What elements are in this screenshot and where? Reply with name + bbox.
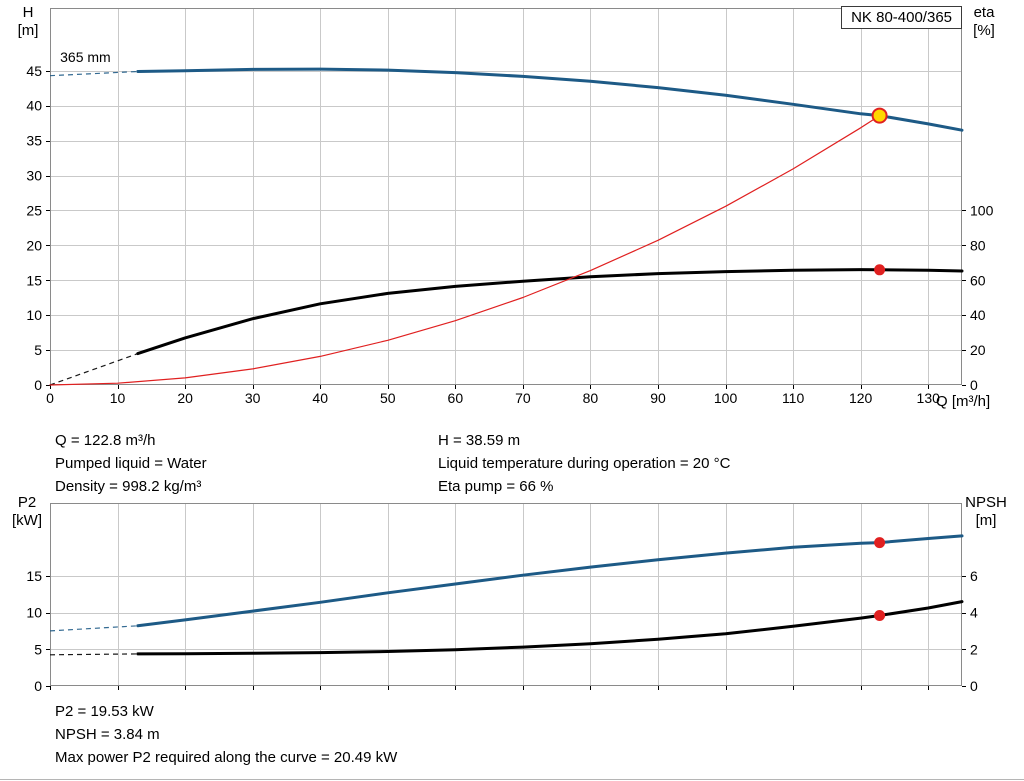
svg-text:0: 0 — [34, 377, 42, 393]
svg-text:30: 30 — [26, 168, 42, 184]
svg-text:30: 30 — [245, 390, 261, 406]
h-axis-title: H [m] — [10, 4, 46, 40]
bottom-divider — [0, 779, 1024, 780]
svg-text:20: 20 — [970, 342, 986, 358]
eta-point[interactable] — [874, 264, 886, 276]
svg-text:10: 10 — [26, 605, 42, 621]
svg-text:10: 10 — [26, 307, 42, 323]
eta-axis-label: eta — [973, 4, 995, 21]
gridlines — [50, 8, 962, 385]
qh-curve-lead — [49, 70, 138, 77]
eta-curve — [136, 268, 964, 356]
svg-text:5: 5 — [34, 641, 42, 657]
svg-text:110: 110 — [782, 390, 805, 406]
svg-text:20: 20 — [177, 390, 193, 406]
npsh-axis-unit: [m] — [975, 512, 997, 529]
info-liquid-temperature: Liquid temperature during operation = 20… — [438, 455, 731, 472]
npsh-axis-title: NPSH [m] — [960, 494, 1012, 530]
svg-text:45: 45 — [26, 63, 42, 79]
info-p2: P2 = 19.53 kW — [55, 703, 154, 720]
q-axis-label: Q [m³/h] — [936, 393, 991, 410]
svg-text:60: 60 — [970, 272, 986, 288]
pump-model-box: NK 80-400/365 — [841, 6, 962, 29]
p2-point[interactable] — [874, 537, 886, 549]
h-axis-label: H — [22, 4, 34, 21]
eta-curve-lead — [49, 353, 139, 386]
svg-text:4: 4 — [970, 605, 978, 621]
svg-text:5: 5 — [34, 342, 42, 358]
gridlines — [50, 503, 962, 686]
svg-text:2: 2 — [970, 641, 978, 657]
svg-text:15: 15 — [26, 568, 42, 584]
svg-text:70: 70 — [515, 390, 531, 406]
svg-text:120: 120 — [849, 390, 873, 406]
duty-point[interactable] — [871, 107, 888, 124]
info-flow: Q = 122.8 m³/h — [55, 432, 156, 449]
info-eta-pump: Eta pump = 66 % — [438, 478, 554, 495]
svg-text:10: 10 — [110, 390, 126, 406]
plot-border — [50, 8, 962, 385]
h-axis-unit: [m] — [17, 22, 39, 39]
power-info: P2 = 19.53 kW NPSH = 3.84 m Max power P2… — [55, 700, 397, 769]
axis-tick-labels: 0 5 10 15 0 2 4 6 — [26, 568, 978, 694]
qh-curve — [136, 67, 964, 132]
svg-text:0: 0 — [970, 377, 978, 393]
svg-text:90: 90 — [650, 390, 666, 406]
npsh-point[interactable] — [874, 610, 886, 622]
p2-curve-lead — [49, 625, 138, 632]
svg-text:15: 15 — [26, 272, 42, 288]
svg-text:50: 50 — [380, 390, 396, 406]
svg-text:130: 130 — [917, 390, 941, 406]
svg-text:20: 20 — [26, 237, 42, 253]
npsh-curve — [136, 600, 964, 656]
plot-border — [50, 503, 962, 686]
svg-text:80: 80 — [583, 390, 599, 406]
p2-curve — [136, 534, 964, 628]
npsh-axis-label: NPSH — [965, 494, 1007, 511]
tick-marks — [46, 576, 966, 690]
axis-tick-labels: 0 5 10 15 20 25 30 35 40 45 0 20 40 60 80 100 0 10 20 30 40 5… — [26, 63, 993, 406]
eta-axis-unit: [%] — [973, 22, 995, 39]
info-pumped-liquid: Pumped liquid = Water — [55, 455, 207, 472]
svg-text:40: 40 — [312, 390, 328, 406]
svg-text:60: 60 — [448, 390, 464, 406]
p2-axis-title: P2 [kW] — [6, 494, 48, 530]
tick-marks — [46, 71, 966, 389]
svg-text:0: 0 — [970, 678, 978, 694]
impeller-diameter-label: 365 mm — [60, 49, 111, 65]
svg-text:80: 80 — [970, 237, 986, 253]
operating-info-left: Q = 122.8 m³/h Pumped liquid = Water Den… — [55, 429, 207, 498]
svg-text:35: 35 — [26, 133, 42, 149]
svg-text:0: 0 — [34, 678, 42, 694]
svg-text:40: 40 — [26, 98, 42, 114]
svg-text:40: 40 — [970, 307, 986, 323]
info-max-p2: Max power P2 required along the curve = … — [55, 749, 398, 766]
eta-axis-title: eta [%] — [964, 4, 1004, 40]
system-curve — [49, 115, 881, 386]
info-density: Density = 998.2 kg/m³ — [55, 478, 202, 495]
info-npsh: NPSH = 3.84 m — [55, 726, 160, 743]
svg-text:6: 6 — [970, 568, 978, 584]
p2-axis-label: P2 — [17, 494, 37, 511]
svg-text:0: 0 — [46, 390, 54, 406]
operating-info-right: H = 38.59 m Liquid temperature during op… — [438, 429, 730, 498]
npsh-curve-lead — [49, 653, 138, 656]
svg-text:25: 25 — [26, 202, 42, 218]
svg-text:100: 100 — [970, 202, 994, 218]
p2-axis-unit: [kW] — [12, 512, 42, 529]
svg-text:100: 100 — [714, 390, 738, 406]
info-head: H = 38.59 m — [438, 432, 521, 449]
